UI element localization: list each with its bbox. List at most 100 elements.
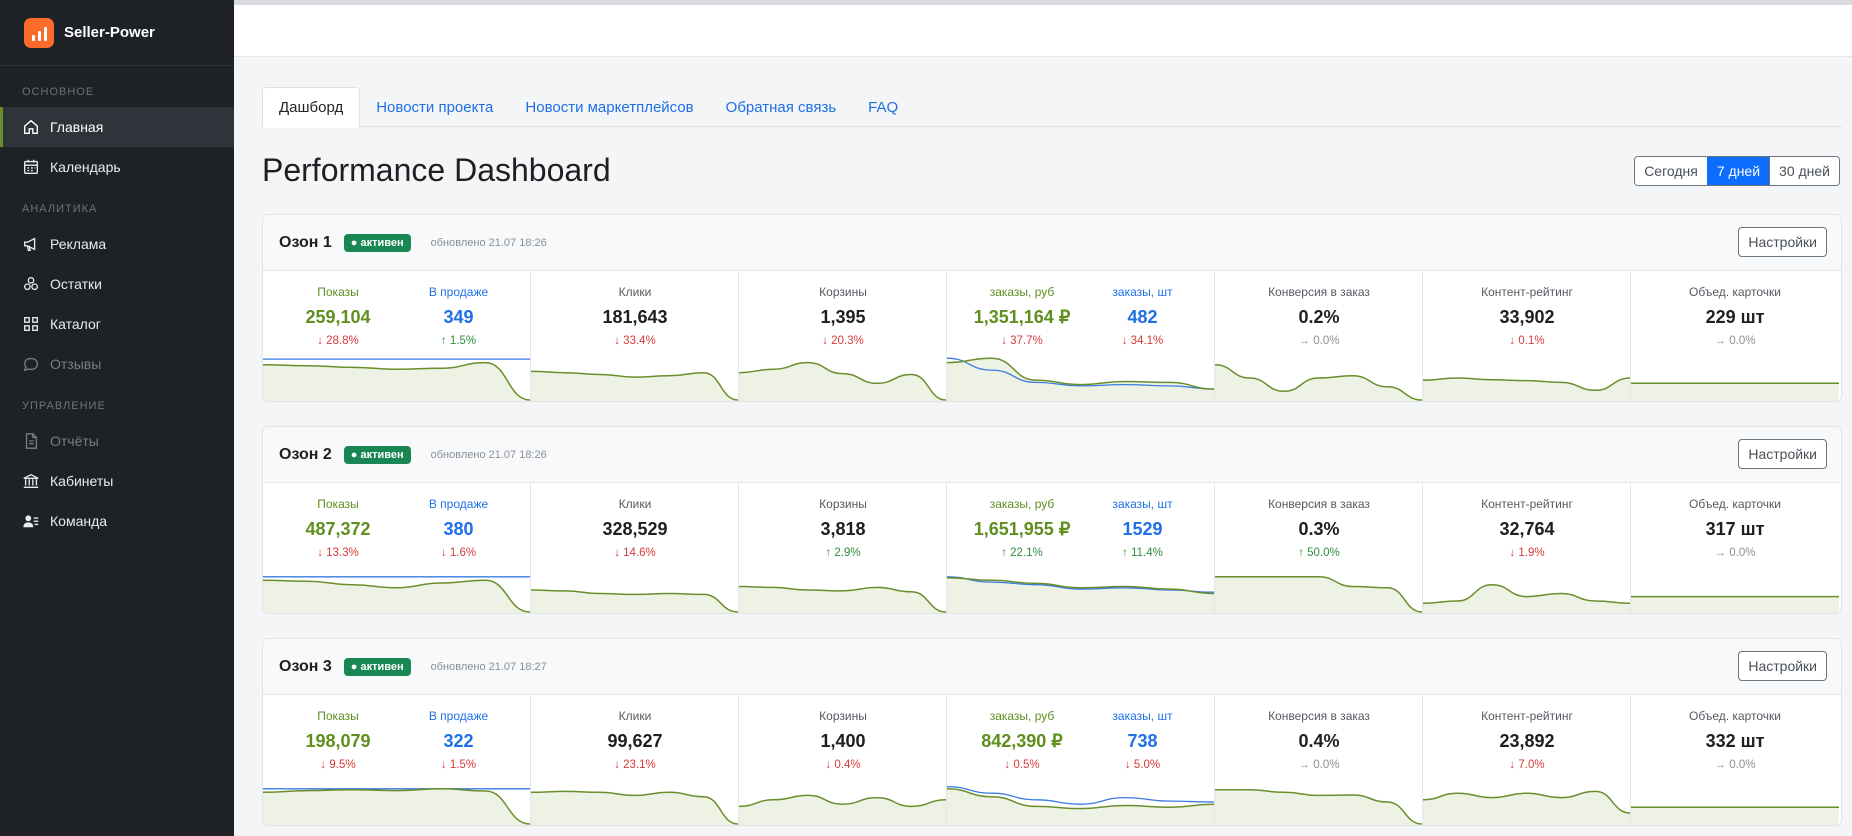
metric-value: 3,818	[820, 519, 866, 539]
home-icon	[24, 119, 38, 134]
sparkline	[947, 357, 1214, 401]
metric-cell-clicks[interactable]: Клики 328,529 ↓ 14.6%	[531, 483, 739, 613]
metric-cell-content-rating[interactable]: Контент-рейтинг 32,764 ↓ 1.9%	[1423, 483, 1631, 613]
settings-button[interactable]: Настройки	[1738, 651, 1827, 681]
sidebar-item-ads[interactable]: Реклама	[0, 224, 234, 264]
sparkline	[531, 589, 738, 613]
page-title: Performance Dashboard	[262, 152, 611, 188]
sparkline-line	[531, 589, 738, 613]
sparkline	[1423, 377, 1630, 401]
card-header: Озон 2 ● активен обновлено 21.07 18:26 Наст…	[263, 427, 1841, 483]
metric: заказы, руб 1,351,164 ₽ ↓ 37.7%	[947, 285, 1097, 347]
cabinet-name: Озон 1	[279, 233, 332, 251]
metric-value: 32,764	[1499, 519, 1555, 539]
metric-label: Корзины	[819, 709, 867, 723]
sidebar: Seller-Power ОСНОВНОЕ Главная Календарь …	[0, 0, 234, 836]
sparkline	[1423, 790, 1630, 825]
metric-cell-clicks[interactable]: Клики 181,643 ↓ 33.4%	[531, 271, 739, 401]
tab-marketplace-news[interactable]: Новости маркетплейсов	[525, 99, 694, 116]
sidebar-item-home[interactable]: Главная	[0, 107, 234, 147]
metric-cell-carts[interactable]: Корзины 3,818 ↑ 2.9%	[739, 483, 947, 613]
metric-cell-merged-cards[interactable]: Объед. карточки 332 шт → 0.0%	[1631, 695, 1839, 825]
sidebar-item-reviews[interactable]: Отзывы	[0, 344, 234, 384]
sparkline-area	[1423, 791, 1630, 825]
settings-button[interactable]: Настройки	[1738, 439, 1827, 469]
metric-delta: ↓ 0.4%	[825, 759, 861, 771]
metric-delta: ↓ 37.7%	[1001, 335, 1043, 347]
period-today-button[interactable]: Сегодня	[1635, 157, 1707, 185]
chat-icon	[23, 357, 38, 372]
metric-cell-merged-cards[interactable]: Объед. карточки 229 шт → 0.0%	[1631, 271, 1839, 401]
metric-cell-impressions-on-sale[interactable]: Показы 259,104 ↓ 28.8% В продаже 349 ↑ 1.5%	[263, 271, 531, 401]
metric: Корзины 1,395 ↓ 20.3%	[739, 285, 946, 347]
metric-cell-carts[interactable]: Корзины 1,400 ↓ 0.4%	[739, 695, 947, 825]
metric-label: Контент-рейтинг	[1481, 497, 1573, 511]
sidebar-item-cabinets[interactable]: Кабинеты	[0, 461, 234, 501]
sidebar-item-team[interactable]: Команда	[0, 501, 234, 541]
metric-label: заказы, руб	[989, 497, 1055, 511]
metric-delta: ↓ 5.0%	[1124, 759, 1161, 771]
sidebar-section-title: УПРАВЛЕНИЕ	[22, 400, 106, 412]
metric-cell-conversion[interactable]: Конверсия в заказ 0.3% ↑ 50.0%	[1215, 483, 1423, 613]
metric-delta: ↓ 28.8%	[317, 335, 359, 347]
metric-delta: → 0.0%	[1298, 335, 1340, 347]
metric-delta: ↓ 0.1%	[1509, 335, 1545, 347]
tab-faq[interactable]: FAQ	[868, 99, 899, 116]
sidebar-item-stock[interactable]: Остатки	[0, 264, 234, 304]
metric-delta: ↓ 33.4%	[614, 335, 656, 347]
tab-dashboard[interactable]: Дашборд	[262, 87, 361, 128]
sparkline	[739, 361, 946, 401]
metric-cell-clicks[interactable]: Клики 99,627 ↓ 23.1%	[531, 695, 739, 825]
period-30-days-button[interactable]: 30 дней	[1769, 157, 1839, 185]
bank-icon	[23, 473, 39, 488]
metric-label: заказы, шт	[1112, 497, 1173, 511]
metric-cell-conversion[interactable]: Конверсия в заказ 0.2% → 0.0%	[1215, 271, 1423, 401]
metric-label: Клики	[618, 285, 652, 299]
sidebar-item-reports[interactable]: Отчёты	[0, 421, 234, 461]
sidebar-item-calendar[interactable]: Календарь	[0, 147, 234, 187]
metric-label: заказы, руб	[989, 285, 1055, 299]
metric: Конверсия в заказ 0.4% → 0.0%	[1215, 709, 1422, 771]
sidebar-item-catalog[interactable]: Каталог	[0, 304, 234, 344]
metric-label: Корзины	[819, 285, 867, 299]
metric-cell-orders[interactable]: заказы, руб 842,390 ₽ ↓ 0.5% заказы, шт 738 ↓…	[947, 695, 1215, 825]
metric: Объед. карточки 332 шт → 0.0%	[1631, 709, 1839, 771]
metric-delta: ↑ 22.1%	[1001, 547, 1043, 559]
metric-cell-orders[interactable]: заказы, руб 1,651,955 ₽ ↑ 22.1% заказы, шт 1…	[947, 483, 1215, 613]
metric-value: 33,902	[1499, 307, 1555, 327]
brand[interactable]: Seller-Power	[0, 0, 234, 66]
metric-cell-content-rating[interactable]: Контент-рейтинг 23,892 ↓ 7.0%	[1423, 695, 1631, 825]
tab-project-news[interactable]: Новости проекта	[376, 99, 494, 116]
sidebar-item-label: Отчёты	[50, 433, 99, 449]
sparkline-secondary-line	[947, 576, 1214, 593]
metric-cell-conversion[interactable]: Конверсия в заказ 0.4% → 0.0%	[1215, 695, 1423, 825]
sparkline-area	[1631, 383, 1839, 401]
metric: Корзины 1,400 ↓ 0.4%	[739, 709, 946, 771]
metric-value: 482	[1127, 307, 1158, 327]
metric-cell-content-rating[interactable]: Контент-рейтинг 33,902 ↓ 0.1%	[1423, 271, 1631, 401]
metric-label: заказы, шт	[1112, 285, 1173, 299]
tab-feedback[interactable]: Обратная связь	[725, 99, 837, 116]
sparkline-area	[947, 577, 1214, 613]
metric-cell-carts[interactable]: Корзины 1,395 ↓ 20.3%	[739, 271, 947, 401]
settings-button[interactable]: Настройки	[1738, 227, 1827, 257]
sparkline-area	[263, 788, 530, 825]
metric-cell-orders[interactable]: заказы, руб 1,351,164 ₽ ↓ 37.7% заказы, шт 4…	[947, 271, 1215, 401]
megaphone-icon	[24, 237, 36, 251]
metric-value: 1,651,955 ₽	[973, 519, 1071, 539]
metric-label: Контент-рейтинг	[1481, 709, 1573, 723]
metric-cell-impressions-on-sale[interactable]: Показы 487,372 ↓ 13.3% В продаже 380 ↓ 1.6%	[263, 483, 531, 613]
metric-label: Клики	[618, 497, 652, 511]
metric-label: Показы	[317, 709, 359, 723]
sparkline-line	[1423, 377, 1630, 392]
sparkline-line	[739, 361, 946, 401]
metric-label: Показы	[317, 497, 359, 511]
sparkline-area	[263, 580, 530, 613]
metric-cell-impressions-on-sale[interactable]: Показы 198,079 ↓ 9.5% В продаже 322 ↓ 1.5%	[263, 695, 531, 825]
metric-cell-merged-cards[interactable]: Объед. карточки 317 шт → 0.0%	[1631, 483, 1839, 613]
sparkline-line	[947, 357, 1214, 390]
metric-delta: ↑ 11.4%	[1122, 547, 1163, 559]
period-7-days-button[interactable]: 7 дней	[1706, 157, 1770, 185]
metric-delta: ↓ 13.3%	[317, 547, 359, 559]
metric-label: Конверсия в заказ	[1268, 709, 1370, 723]
